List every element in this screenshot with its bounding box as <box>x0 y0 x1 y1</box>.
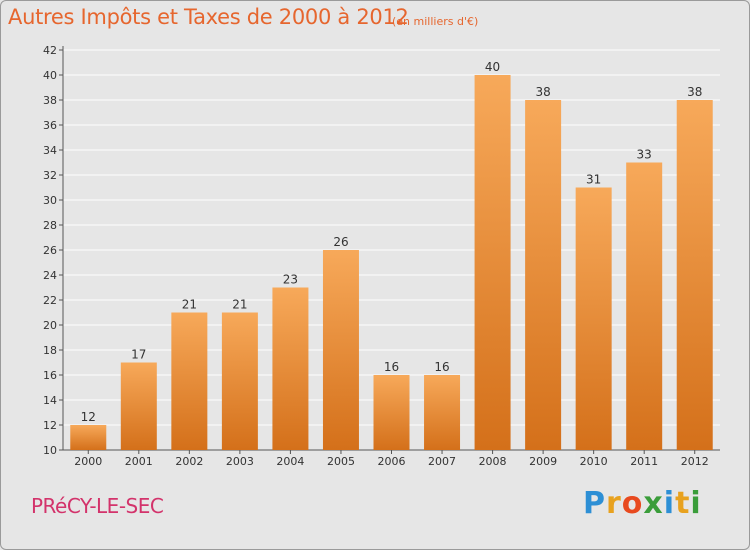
y-tick-label: 16 <box>43 369 57 382</box>
x-tick-label: 2009 <box>529 455 557 468</box>
bar-2005 <box>322 250 359 450</box>
y-tick-label: 30 <box>43 194 57 207</box>
data-label: 23 <box>283 273 298 287</box>
y-tick-label: 36 <box>43 119 57 132</box>
bar-2001 <box>120 362 157 450</box>
data-label: 40 <box>485 60 500 74</box>
data-label: 21 <box>232 298 247 312</box>
commune-name: PRéCY-LE-SEC <box>31 494 164 518</box>
y-tick-label: 34 <box>43 144 57 157</box>
data-label: 17 <box>131 348 146 362</box>
x-tick-label: 2006 <box>378 455 406 468</box>
data-label: 33 <box>637 148 652 162</box>
bar-2007 <box>424 375 461 450</box>
bar-2010 <box>575 187 612 450</box>
y-tick-label: 28 <box>43 219 57 232</box>
data-label: 16 <box>434 360 449 374</box>
x-tick-label: 2005 <box>327 455 355 468</box>
y-tick-label: 20 <box>43 319 57 332</box>
chart-title: Autres Impôts et Taxes de 2000 à 2012 <box>8 5 409 29</box>
y-tick-label: 38 <box>43 94 57 107</box>
x-tick-label: 2010 <box>580 455 608 468</box>
bar-2000 <box>70 425 107 450</box>
data-label: 16 <box>384 360 399 374</box>
y-tick-label: 24 <box>43 269 57 282</box>
bar-2009 <box>525 100 562 450</box>
data-label: 38 <box>535 85 550 99</box>
x-tick-label: 2001 <box>125 455 153 468</box>
bar-2006 <box>373 375 410 450</box>
bar-2002 <box>171 312 208 450</box>
data-label: 31 <box>586 173 601 187</box>
data-label: 21 <box>182 298 197 312</box>
x-tick-label: 2012 <box>681 455 709 468</box>
x-tick-label: 2000 <box>74 455 102 468</box>
proxiti-logo: Proxiti <box>583 486 702 521</box>
x-tick-label: 2007 <box>428 455 456 468</box>
y-tick-label: 14 <box>43 394 57 407</box>
data-label: 12 <box>81 410 96 424</box>
y-tick-label: 10 <box>43 444 57 457</box>
y-tick-label: 40 <box>43 69 57 82</box>
data-label: 26 <box>333 235 348 249</box>
x-tick-label: 2003 <box>226 455 254 468</box>
bar-2012 <box>676 100 713 450</box>
bar-2008 <box>474 75 511 450</box>
chart-subtitle: (en milliers d'€) <box>392 15 479 28</box>
y-tick-label: 26 <box>43 244 57 257</box>
y-tick-label: 32 <box>43 169 57 182</box>
x-tick-label: 2002 <box>175 455 203 468</box>
bar-2004 <box>272 287 309 450</box>
y-tick-label: 18 <box>43 344 57 357</box>
bar-2011 <box>626 162 663 450</box>
x-tick-label: 2008 <box>479 455 507 468</box>
y-tick-label: 42 <box>43 44 57 57</box>
bar-2003 <box>221 312 258 450</box>
x-tick-label: 2011 <box>630 455 658 468</box>
x-tick-label: 2004 <box>276 455 304 468</box>
y-tick-label: 22 <box>43 294 57 307</box>
y-tick-label: 12 <box>43 419 57 432</box>
data-label: 38 <box>687 85 702 99</box>
